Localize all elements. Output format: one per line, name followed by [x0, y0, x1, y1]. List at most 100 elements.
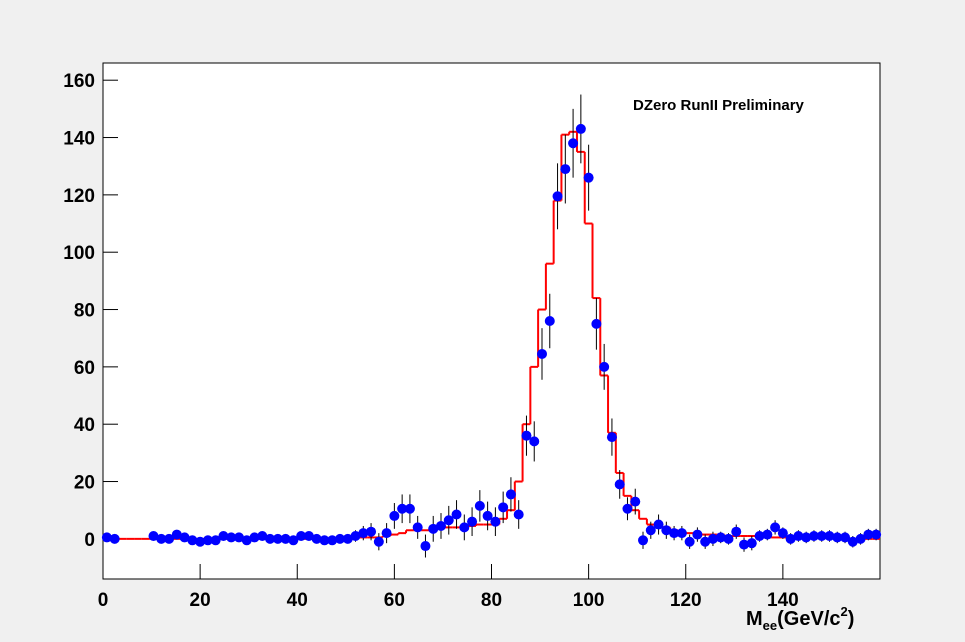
- data-point: [746, 538, 757, 549]
- data-point: [288, 535, 299, 546]
- data-point: [467, 516, 478, 527]
- x-label-main: M: [746, 608, 763, 630]
- data-point: [241, 535, 252, 546]
- x-tick-label: 60: [384, 590, 405, 611]
- plot-frame: [102, 62, 881, 580]
- y-tick-label: 80: [74, 301, 95, 322]
- y-tick-label: 100: [63, 243, 95, 264]
- data-point: [855, 533, 866, 544]
- data-point: [334, 533, 345, 544]
- data-point: [801, 532, 812, 543]
- annotation: DZero RunII Preliminary: [633, 97, 805, 114]
- data-point: [816, 531, 827, 541]
- data-point: [560, 164, 571, 175]
- data-point: [622, 503, 633, 514]
- data-point: [109, 533, 120, 544]
- data-point: [482, 510, 493, 521]
- data-point: [195, 536, 206, 547]
- data-point: [568, 138, 579, 149]
- data-point: [731, 526, 742, 537]
- x-label-sup: 2: [841, 604, 848, 619]
- x-tick-label: 140: [767, 590, 799, 611]
- x-axis-label: Mee(GeV/c2): [746, 604, 854, 633]
- data-point: [179, 532, 190, 543]
- data-point: [583, 172, 594, 183]
- data-point: [280, 533, 291, 544]
- x-tick-label: 100: [573, 590, 605, 611]
- data-point: [653, 519, 664, 530]
- y-tick-label: 160: [63, 71, 95, 92]
- data-point: [529, 436, 540, 447]
- data-point: [847, 536, 858, 547]
- data-point: [420, 541, 431, 552]
- data-point: [832, 532, 843, 543]
- data-point: [101, 532, 112, 543]
- data-point: [187, 535, 198, 546]
- data-point: [156, 533, 167, 544]
- y-tick-label: 140: [63, 129, 95, 150]
- data-point: [303, 531, 314, 541]
- data-point: [373, 536, 384, 547]
- data-point: [840, 532, 851, 543]
- data-point: [739, 539, 750, 550]
- data-point: [614, 479, 625, 490]
- x-tick-label: 40: [287, 590, 308, 611]
- data-point: [311, 533, 322, 544]
- data-point: [296, 531, 307, 541]
- data-point: [412, 522, 423, 533]
- data-point: [684, 536, 695, 547]
- y-tick-label: 20: [74, 473, 95, 494]
- data-point: [544, 316, 555, 326]
- data-point: [404, 503, 415, 514]
- data-point: [350, 531, 361, 541]
- x-tick-label: 0: [98, 590, 109, 611]
- y-tick-label: 120: [63, 186, 95, 207]
- data-point: [249, 532, 260, 543]
- data-point: [164, 533, 175, 544]
- data-point: [575, 123, 586, 134]
- data-point: [606, 432, 617, 443]
- data-point: [389, 510, 400, 521]
- data-point: [210, 535, 221, 546]
- data-point: [715, 532, 726, 543]
- data-point: [498, 502, 509, 513]
- x-tick-label: 20: [190, 590, 211, 611]
- y-tick-label: 40: [74, 415, 95, 436]
- data-point: [754, 531, 765, 541]
- data-point: [327, 535, 338, 546]
- data-point: [700, 536, 711, 547]
- data-point: [459, 522, 470, 533]
- data-point: [785, 533, 796, 544]
- data-point: [793, 531, 804, 541]
- data-point: [358, 528, 369, 539]
- data-point: [630, 496, 641, 507]
- data-point: [723, 533, 734, 544]
- data-point: [824, 531, 835, 541]
- data-point: [366, 526, 377, 537]
- data-point: [257, 531, 268, 541]
- data-point: [428, 523, 439, 534]
- data-point: [397, 503, 408, 514]
- data-point: [505, 489, 516, 500]
- data-point: [669, 528, 680, 539]
- data-point: [552, 191, 563, 202]
- data-point: [692, 529, 703, 540]
- data-point: [645, 525, 656, 536]
- data-point: [770, 522, 781, 533]
- data-point: [451, 509, 462, 520]
- data-point: [443, 515, 454, 526]
- data-point: [272, 533, 283, 544]
- x-tick-label: 80: [481, 590, 502, 611]
- data-point: [233, 532, 244, 543]
- x-tick-label: 120: [670, 590, 702, 611]
- data-point: [537, 348, 548, 359]
- data-point: [871, 529, 882, 540]
- data-point: [148, 531, 159, 541]
- data-point: [218, 531, 229, 541]
- data-point: [707, 533, 718, 544]
- data-point: [202, 535, 213, 546]
- data-point: [265, 533, 276, 544]
- data-point: [676, 528, 687, 539]
- data-point: [513, 509, 524, 520]
